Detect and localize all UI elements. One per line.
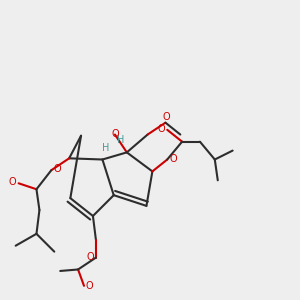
Text: O: O — [9, 177, 16, 188]
Text: O: O — [111, 129, 119, 139]
Text: O: O — [86, 252, 94, 262]
Text: O: O — [162, 112, 170, 122]
Text: O: O — [53, 164, 61, 174]
Text: O: O — [169, 154, 177, 164]
Text: O: O — [158, 124, 165, 134]
Text: H: H — [117, 136, 124, 146]
Text: O: O — [85, 281, 93, 291]
Text: H: H — [102, 143, 109, 153]
